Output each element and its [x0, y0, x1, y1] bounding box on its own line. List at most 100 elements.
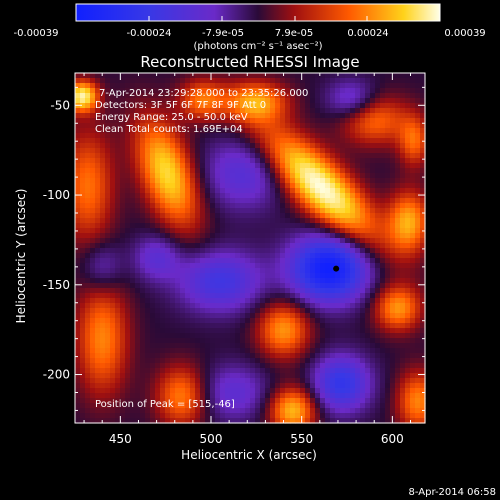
heatmap-cell	[140, 113, 146, 119]
heatmap-cell	[205, 403, 211, 409]
heatmap-cell	[175, 398, 181, 404]
heatmap-cell	[200, 258, 206, 264]
heatmap-cell	[110, 158, 116, 164]
heatmap-cell	[80, 363, 86, 369]
heatmap-cell	[85, 338, 91, 344]
heatmap-cell	[390, 158, 396, 164]
heatmap-cell	[95, 333, 101, 339]
heatmap-cell	[145, 218, 151, 224]
heatmap-cell	[195, 313, 201, 319]
heatmap-cell	[295, 183, 301, 189]
heatmap-cell	[325, 113, 331, 119]
heatmap-cell	[175, 313, 181, 319]
heatmap-cell	[170, 148, 176, 154]
heatmap-cell	[395, 358, 401, 364]
heatmap-cell	[160, 163, 166, 169]
heatmap-cell	[360, 158, 366, 164]
heatmap-cell	[235, 93, 241, 99]
heatmap-cell	[105, 223, 111, 229]
heatmap-cell	[160, 298, 166, 304]
heatmap-cell	[295, 258, 301, 264]
heatmap-cell	[160, 198, 166, 204]
heatmap-cell	[310, 273, 316, 279]
heatmap-cell	[385, 298, 391, 304]
heatmap-cell	[130, 413, 136, 419]
heatmap-cell	[300, 223, 306, 229]
heatmap-cell	[150, 168, 156, 174]
heatmap-cell	[365, 103, 371, 109]
heatmap-cell	[315, 383, 321, 389]
heatmap-cell	[90, 323, 96, 329]
heatmap-cell	[345, 318, 351, 324]
heatmap-cell	[400, 303, 406, 309]
heatmap-cell	[195, 98, 201, 104]
heatmap-cell	[175, 73, 181, 79]
heatmap-cell	[180, 333, 186, 339]
heatmap-cell	[160, 123, 166, 129]
heatmap-cell	[190, 83, 196, 89]
heatmap-cell	[190, 108, 196, 114]
heatmap-cell	[340, 148, 346, 154]
heatmap-cell	[330, 363, 336, 369]
heatmap-cell	[310, 328, 316, 334]
heatmap-cell	[335, 398, 341, 404]
heatmap-cell	[195, 408, 201, 414]
heatmap-cell	[145, 168, 151, 174]
heatmap-cell	[400, 148, 406, 154]
heatmap-cell	[415, 393, 421, 399]
heatmap-cell	[280, 118, 286, 124]
heatmap-cell	[255, 238, 261, 244]
heatmap-cell	[350, 318, 356, 324]
heatmap-cell	[240, 178, 246, 184]
heatmap-cell	[345, 203, 351, 209]
heatmap-cell	[250, 98, 256, 104]
heatmap-cell	[245, 128, 251, 134]
heatmap-cell	[300, 353, 306, 359]
heatmap-cell	[185, 288, 191, 294]
heatmap-cell	[100, 73, 106, 79]
heatmap-cell	[135, 338, 141, 344]
heatmap-cell	[180, 373, 186, 379]
heatmap-cell	[340, 108, 346, 114]
heatmap-cell	[420, 383, 426, 389]
heatmap-cell	[360, 388, 366, 394]
heatmap-cell	[385, 408, 391, 414]
heatmap-cell	[205, 233, 211, 239]
heatmap-cell	[245, 328, 251, 334]
heatmap-cell	[400, 363, 406, 369]
heatmap-cell	[380, 338, 386, 344]
heatmap-cell	[415, 148, 421, 154]
heatmap-cell	[180, 363, 186, 369]
heatmap-cell	[415, 178, 421, 184]
heatmap-cell	[335, 138, 341, 144]
heatmap-cell	[305, 193, 311, 199]
heatmap-cell	[275, 143, 281, 149]
heatmap-cell	[160, 353, 166, 359]
heatmap-cell	[200, 333, 206, 339]
heatmap-cell	[405, 133, 411, 139]
heatmap-cell	[320, 303, 326, 309]
heatmap-cell	[115, 328, 121, 334]
heatmap-cell	[230, 268, 236, 274]
heatmap-cell	[285, 413, 291, 419]
heatmap-cell	[410, 373, 416, 379]
heatmap-cell	[120, 408, 126, 414]
heatmap-cell	[365, 198, 371, 204]
heatmap-cell	[285, 198, 291, 204]
heatmap-cell	[285, 93, 291, 99]
heatmap-cell	[360, 178, 366, 184]
heatmap-cell	[105, 388, 111, 394]
heatmap-cell	[160, 213, 166, 219]
heatmap-cell	[320, 263, 326, 269]
heatmap-cell	[105, 318, 111, 324]
heatmap-cell	[195, 283, 201, 289]
heatmap-cell	[220, 88, 226, 94]
heatmap-cell	[80, 373, 86, 379]
heatmap-cell	[420, 93, 426, 99]
heatmap-cell	[415, 328, 421, 334]
heatmap-cell	[365, 188, 371, 194]
colorbar-ticks	[75, 16, 441, 21]
heatmap-cell	[240, 208, 246, 214]
heatmap-cell	[365, 118, 371, 124]
heatmap-cell	[85, 88, 91, 94]
